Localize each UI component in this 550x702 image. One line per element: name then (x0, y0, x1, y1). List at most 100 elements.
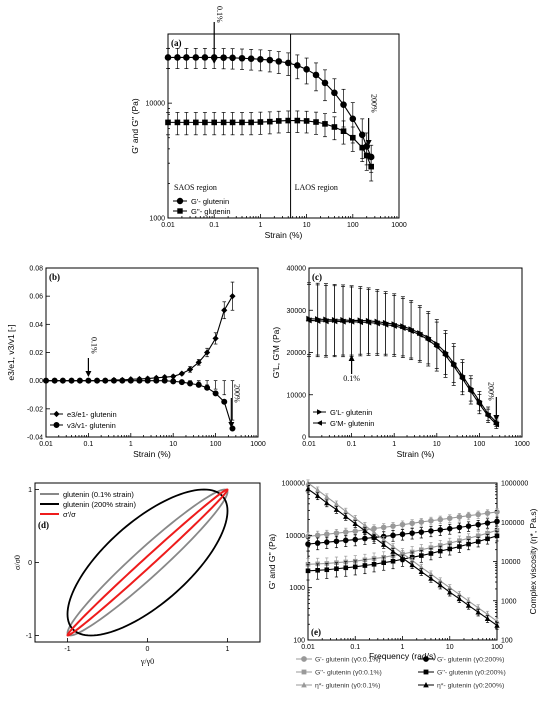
data-point (59, 377, 66, 384)
legend: G'- glutenin (γ0:0.1%) G'- glutenin (γ0:2… (296, 656, 506, 690)
data-point (494, 533, 500, 539)
legend: e3/e1- glutenin v3/v1- glutenin (50, 410, 117, 430)
legend: G'L- glutenin G'M- glutenin (313, 408, 374, 428)
data-point (371, 561, 377, 567)
data-point (85, 377, 92, 384)
y-tick-label: 20000 (287, 350, 307, 357)
y-tick-label: -1 (26, 633, 32, 640)
data-point (324, 531, 330, 538)
y-axis-label: G' and G'' (Pa) (130, 98, 140, 154)
series-G'M- glutenin (305, 284, 500, 429)
data-point (305, 486, 311, 492)
data-point (333, 538, 340, 545)
panel-c: 0.01 0.1 1 10 100 1000010000200003000040000St… (271, 266, 530, 460)
annotation-0.1: 0.1% (89, 337, 98, 354)
legend-marker (423, 656, 429, 662)
data-point (494, 622, 500, 628)
data-point (475, 511, 481, 518)
data-point (465, 512, 472, 519)
y-tick-label: 0.04 (29, 322, 43, 329)
data-point (343, 508, 349, 514)
data-point (362, 535, 368, 542)
data-point (467, 388, 474, 395)
data-point (127, 377, 134, 384)
data-point (450, 363, 457, 370)
data-point (284, 59, 292, 67)
data-point (275, 58, 283, 65)
arrow-200-head (365, 140, 372, 146)
data-point (475, 533, 481, 539)
data-point (294, 62, 301, 69)
lissajous-glutenin (200% strain) (66, 488, 229, 637)
data-point (437, 582, 443, 588)
data-point (362, 522, 368, 528)
data-point (399, 531, 406, 538)
data-point (339, 318, 346, 325)
data-point (294, 117, 301, 124)
legend-marker (316, 420, 322, 426)
data-point (356, 319, 363, 326)
legend-label: η*- glutenin (γ0:200%) (437, 683, 504, 690)
data-point (484, 412, 491, 419)
panel-label: (a) (171, 38, 182, 48)
annotation-200: 200% (370, 94, 379, 113)
data-point (305, 317, 312, 324)
y-tick-label: 0 (28, 560, 32, 567)
data-point (428, 528, 434, 534)
x-tick-label: 1 (129, 441, 133, 448)
legend-marker (423, 669, 429, 675)
data-point (68, 377, 75, 384)
data-point (178, 379, 185, 386)
annotation-200: 200% (232, 384, 241, 403)
y-axis-label: σ/σ0 (13, 555, 22, 570)
panel-label: (c) (312, 272, 322, 282)
x-axis-label: Strain (%) (265, 230, 303, 240)
data-point (229, 119, 236, 126)
saos-label: SAOS region (174, 183, 217, 192)
y-tick-label: 0.02 (29, 350, 43, 357)
data-point (446, 525, 453, 532)
data-point (494, 518, 500, 525)
data-point (493, 421, 500, 428)
data-point (348, 318, 355, 325)
data-point (144, 377, 151, 384)
data-point (350, 134, 356, 141)
y-tick-label: 10000 (501, 559, 521, 566)
data-point (437, 516, 444, 523)
x-tick-label: 1 (392, 441, 396, 448)
data-point (314, 492, 321, 499)
data-point (418, 519, 425, 525)
data-point (349, 115, 357, 123)
data-point (322, 318, 329, 325)
y-tick-label: 0.00 (29, 378, 43, 385)
legend: glutenin (0.1% strain)glutenin (200% str… (40, 490, 136, 519)
series-η*- glutenin (γ0:0.1%) (305, 479, 500, 626)
data-point (428, 551, 434, 556)
y-tick-label: 1000000 (501, 481, 528, 488)
data-point (203, 349, 211, 356)
data-point (202, 119, 208, 126)
data-point (380, 536, 387, 542)
data-point (174, 119, 181, 126)
x-tick-label: 0.1 (209, 222, 219, 229)
data-point (424, 336, 431, 343)
data-point (352, 515, 358, 521)
data-point (428, 545, 434, 551)
data-point (352, 528, 359, 534)
data-point (94, 377, 101, 384)
data-point (275, 118, 282, 124)
data-point (466, 541, 471, 547)
data-point (476, 401, 483, 408)
data-point (314, 532, 321, 539)
data-point (390, 558, 396, 564)
data-point (221, 307, 228, 314)
data-point (390, 543, 396, 549)
data-point (305, 541, 311, 547)
y-tick-label: 100000 (282, 481, 305, 488)
series-line (46, 295, 233, 382)
data-point (51, 377, 58, 384)
data-point (419, 547, 424, 553)
x-tick-label: 1 (258, 222, 262, 229)
